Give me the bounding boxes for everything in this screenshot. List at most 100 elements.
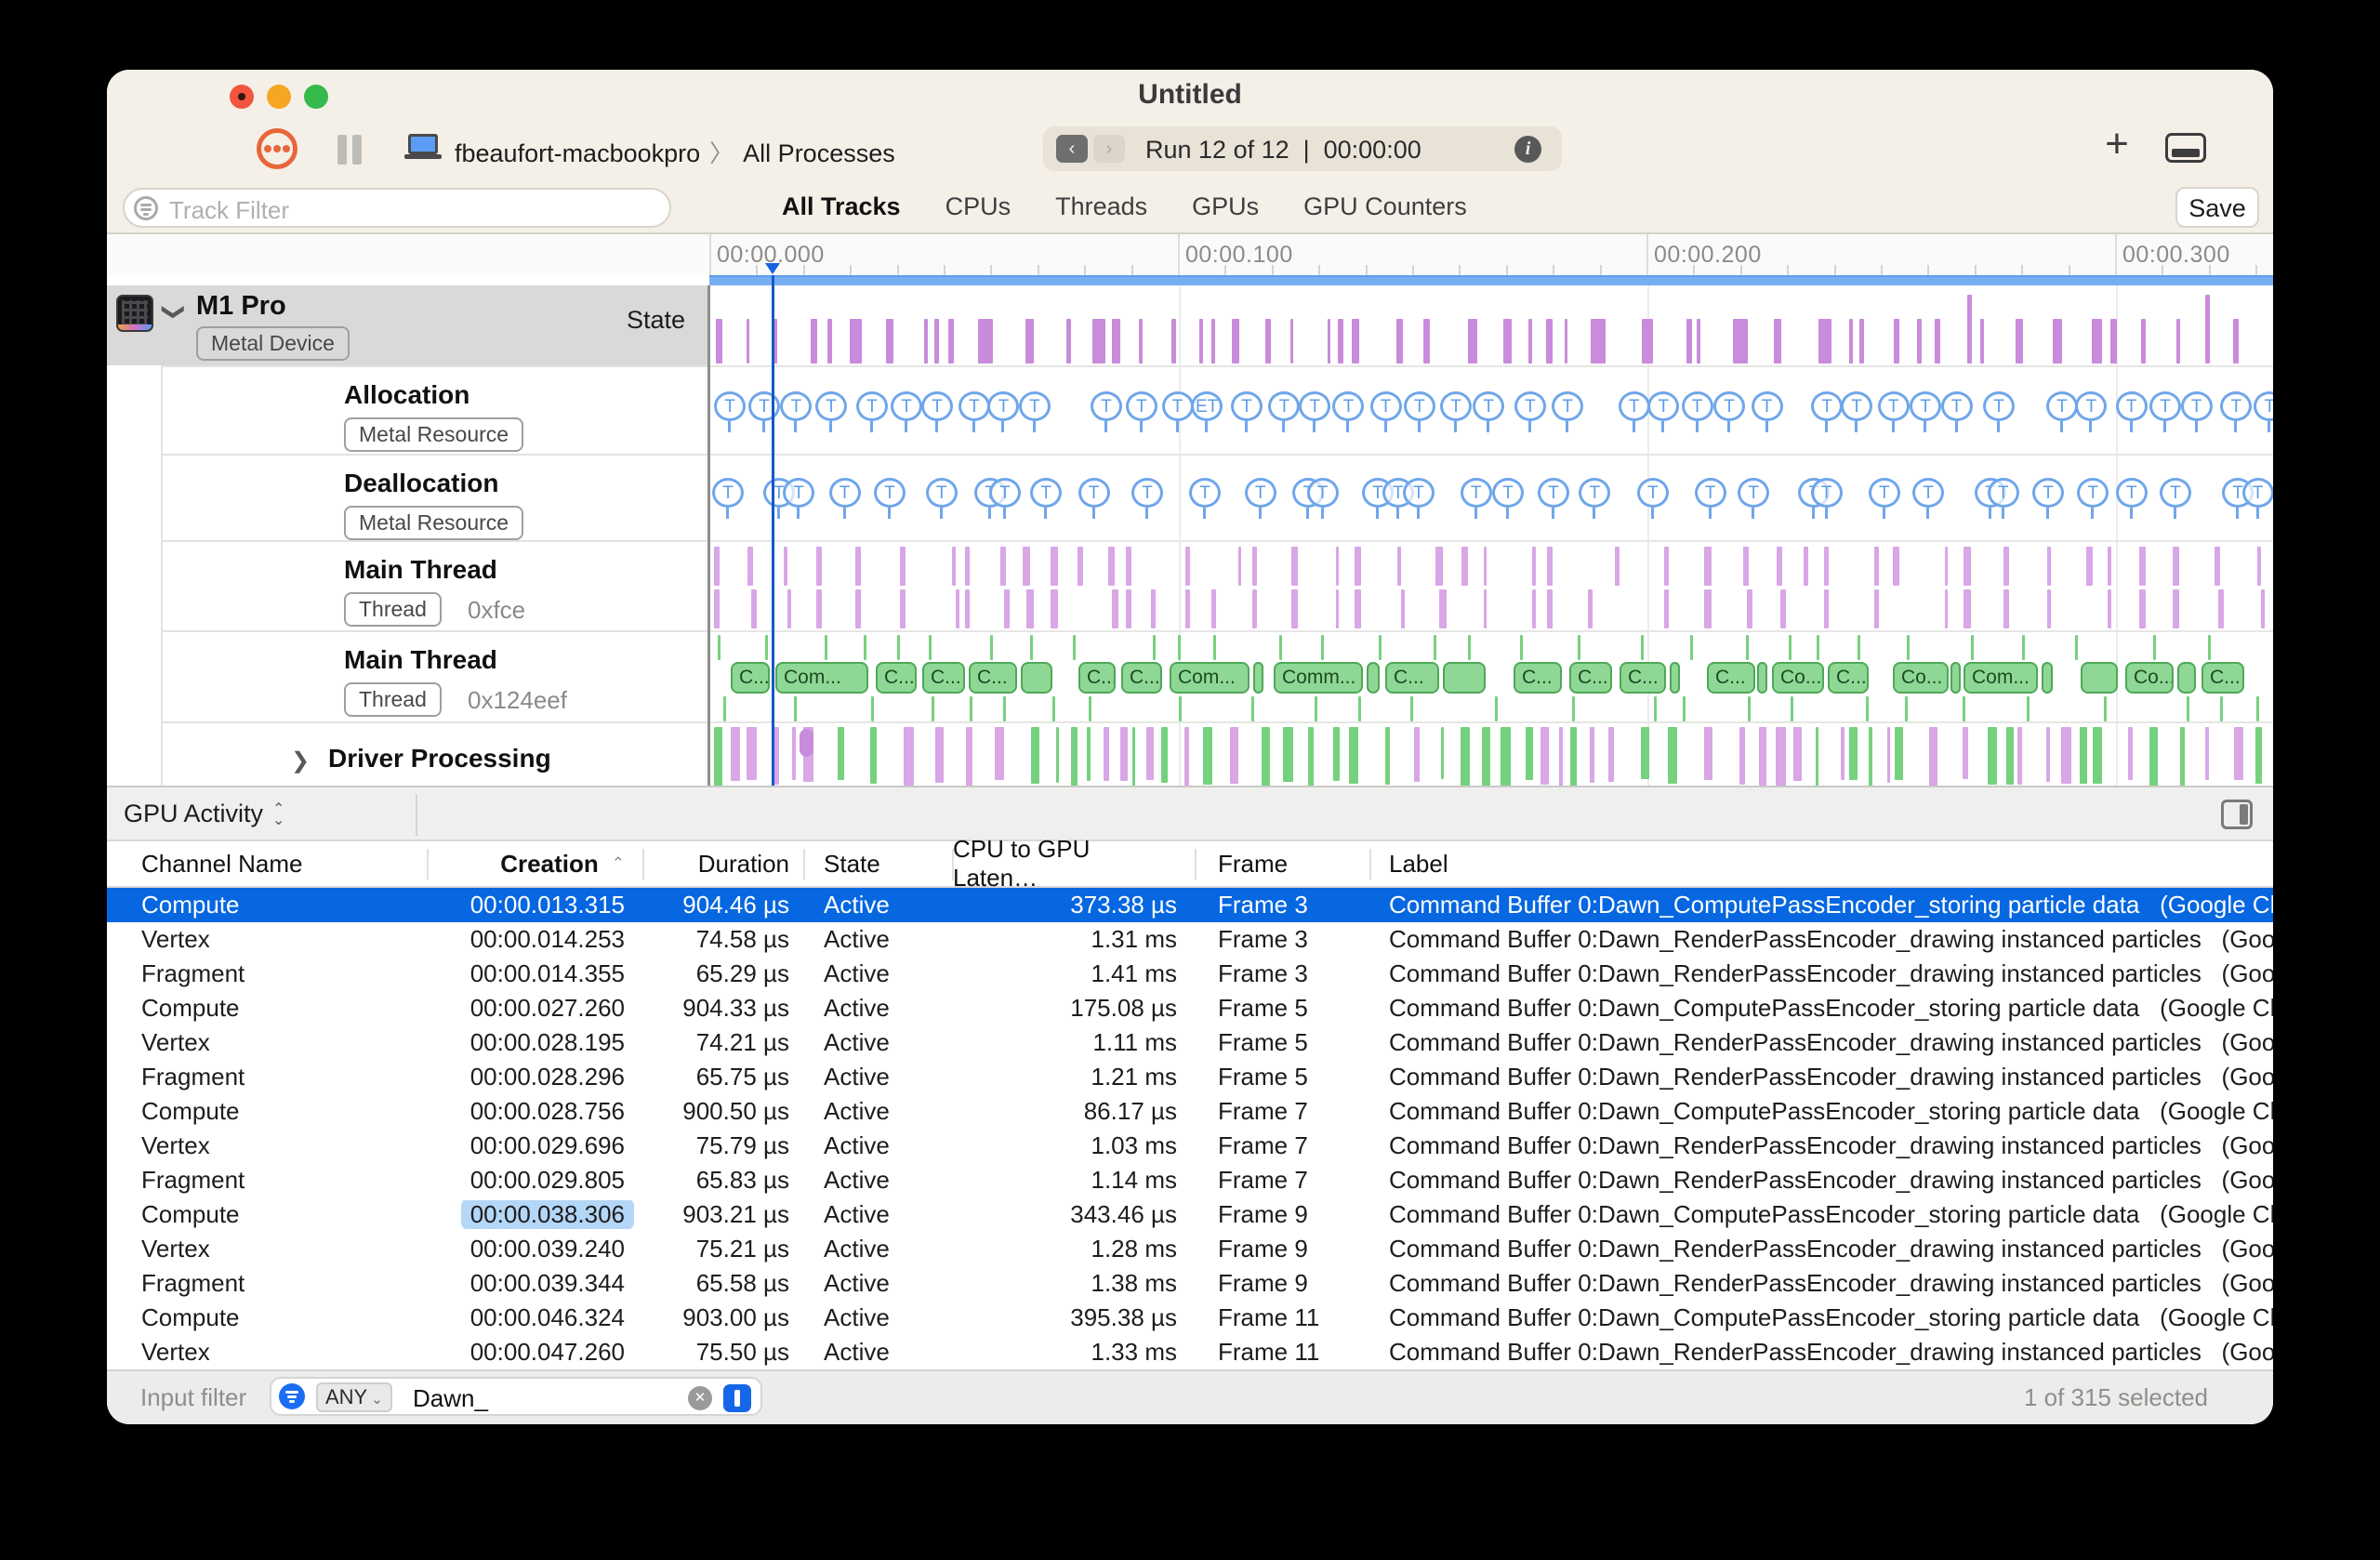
driver-interval[interactable] (1776, 727, 1786, 786)
state-interval[interactable] (2233, 319, 2240, 364)
vsync-tick[interactable] (1745, 635, 1749, 660)
state-interval[interactable] (1849, 319, 1853, 364)
column-header-duration[interactable]: Duration (697, 849, 789, 878)
state-interval[interactable] (1025, 319, 1035, 364)
state-interval[interactable] (2175, 319, 2180, 364)
vsync-tick[interactable] (1279, 635, 1283, 660)
next-run-button[interactable]: › (1093, 135, 1125, 163)
driver-interval[interactable] (2092, 727, 2103, 784)
state-interval[interactable] (2109, 319, 2118, 364)
thread-interval[interactable] (1547, 547, 1553, 586)
timeline-lane-main-thread-0xfce[interactable] (710, 540, 2273, 630)
table-row[interactable]: Vertex 00:00.047.260 75.50 µs Active 1.33 ms… (107, 1335, 2273, 1369)
vsync-tick[interactable] (1029, 635, 1033, 660)
state-interval[interactable] (948, 319, 955, 364)
vsync-tick[interactable] (931, 696, 934, 721)
column-divider[interactable] (1369, 849, 1371, 880)
process-target[interactable]: All Processes (743, 139, 895, 167)
driver-interval[interactable] (1558, 727, 1564, 786)
thread-interval[interactable] (965, 589, 970, 628)
detail-view-selector[interactable]: GPU Activity ⌃ ⌄ (124, 800, 285, 828)
driver-interval[interactable] (2017, 727, 2022, 786)
driver-interval[interactable] (1332, 727, 1341, 782)
driver-interval[interactable] (2233, 727, 2243, 781)
state-interval[interactable] (746, 319, 750, 364)
timeline-lane-main-thread-0x124eef[interactable]: C... Com... C... C... C... C... C... Com... Comm… (710, 630, 2273, 721)
column-header-state[interactable]: State (824, 849, 880, 878)
thread-interval[interactable] (1823, 589, 1830, 628)
thread-interval[interactable] (1532, 547, 1537, 586)
command-buffer-block[interactable]: C... (969, 662, 1017, 694)
thread-interval[interactable] (2172, 547, 2179, 586)
command-buffer-block[interactable] (1021, 662, 1052, 694)
driver-interval[interactable] (1869, 727, 1872, 786)
vsync-tick[interactable] (2104, 696, 2108, 721)
thread-interval[interactable] (2139, 547, 2147, 586)
command-buffer-block[interactable]: C... (2202, 662, 2244, 694)
state-interval[interactable] (1111, 319, 1120, 364)
driver-interval[interactable] (1160, 727, 1168, 783)
column-header-cpu-to-gpu-laten-[interactable]: CPU to GPU Laten… (953, 835, 1091, 892)
state-interval[interactable] (978, 319, 994, 364)
vsync-tick[interactable] (1789, 635, 1792, 660)
state-interval[interactable] (1066, 319, 1072, 364)
thread-interval[interactable] (816, 547, 822, 586)
thread-interval[interactable] (751, 589, 758, 628)
vsync-tick[interactable] (989, 635, 993, 660)
tab-cpus[interactable]: CPUs (945, 192, 1012, 220)
tab-threads[interactable]: Threads (1055, 192, 1148, 220)
vsync-tick[interactable] (2255, 696, 2259, 721)
command-buffer-block[interactable]: Com... (1964, 662, 2038, 694)
state-interval[interactable] (1264, 319, 1272, 364)
vsync-tick[interactable] (723, 696, 726, 721)
state-interval[interactable] (1338, 319, 1344, 364)
time-ruler[interactable]: 00:00.000 00:00.100 00:00.200 00:00.300 (107, 234, 2273, 275)
table-row[interactable]: Vertex 00:00.039.240 75.21 µs Active 1.28 ms… (107, 1232, 2273, 1266)
state-interval[interactable] (2205, 295, 2211, 364)
table-row[interactable]: Vertex 00:00.029.696 75.79 µs Active 1.03 ms… (107, 1129, 2273, 1163)
thread-interval[interactable] (1873, 547, 1879, 586)
state-interval[interactable] (772, 319, 778, 364)
vsync-tick[interactable] (1690, 635, 1694, 660)
playhead-marker[interactable] (765, 263, 780, 274)
thread-interval[interactable] (1873, 589, 1879, 628)
state-interval[interactable] (716, 319, 722, 364)
match-mode-dropdown[interactable]: ANY ⌄ (316, 1382, 392, 1412)
thread-interval[interactable] (2003, 589, 2009, 628)
driver-interval[interactable] (1414, 727, 1420, 782)
thread-interval[interactable] (1944, 589, 1949, 628)
inspector-toggle-icon[interactable] (2221, 800, 2253, 829)
command-buffer-block[interactable]: C... (1514, 662, 1562, 694)
column-divider[interactable] (427, 849, 429, 880)
driver-interval[interactable] (1461, 727, 1471, 786)
thread-interval[interactable] (2260, 589, 2265, 628)
vsync-tick[interactable] (1906, 635, 1910, 660)
state-interval[interactable] (934, 319, 939, 364)
driver-interval[interactable] (1229, 727, 1239, 784)
thread-interval[interactable] (1588, 589, 1593, 628)
vsync-tick[interactable] (1178, 635, 1182, 660)
driver-interval[interactable] (1308, 727, 1315, 786)
tab-all-tracks[interactable]: All Tracks (782, 192, 901, 220)
command-buffer-block[interactable]: Comm... (1274, 662, 1363, 694)
command-buffer-block[interactable] (1253, 662, 1263, 694)
record-button[interactable] (257, 128, 298, 169)
save-button[interactable]: Save (2175, 187, 2259, 228)
state-interval[interactable] (1546, 319, 1553, 364)
state-interval[interactable] (1697, 319, 1701, 364)
vsync-tick[interactable] (1495, 696, 1499, 721)
thread-interval[interactable] (854, 589, 862, 628)
driver-interval[interactable] (1031, 727, 1039, 784)
thread-interval[interactable] (1125, 547, 1132, 586)
state-interval[interactable] (886, 319, 893, 364)
vsync-tick[interactable] (2027, 696, 2030, 721)
driver-interval[interactable] (2254, 727, 2262, 784)
vsync-tick[interactable] (864, 635, 867, 660)
driver-interval[interactable] (904, 727, 914, 786)
thread-interval[interactable] (747, 547, 754, 586)
thread-interval[interactable] (965, 547, 970, 586)
state-interval[interactable] (2016, 319, 2024, 364)
command-buffer-block[interactable]: Com... (775, 662, 868, 694)
state-interval[interactable] (1092, 319, 1106, 364)
driver-interval[interactable] (2005, 727, 2014, 786)
